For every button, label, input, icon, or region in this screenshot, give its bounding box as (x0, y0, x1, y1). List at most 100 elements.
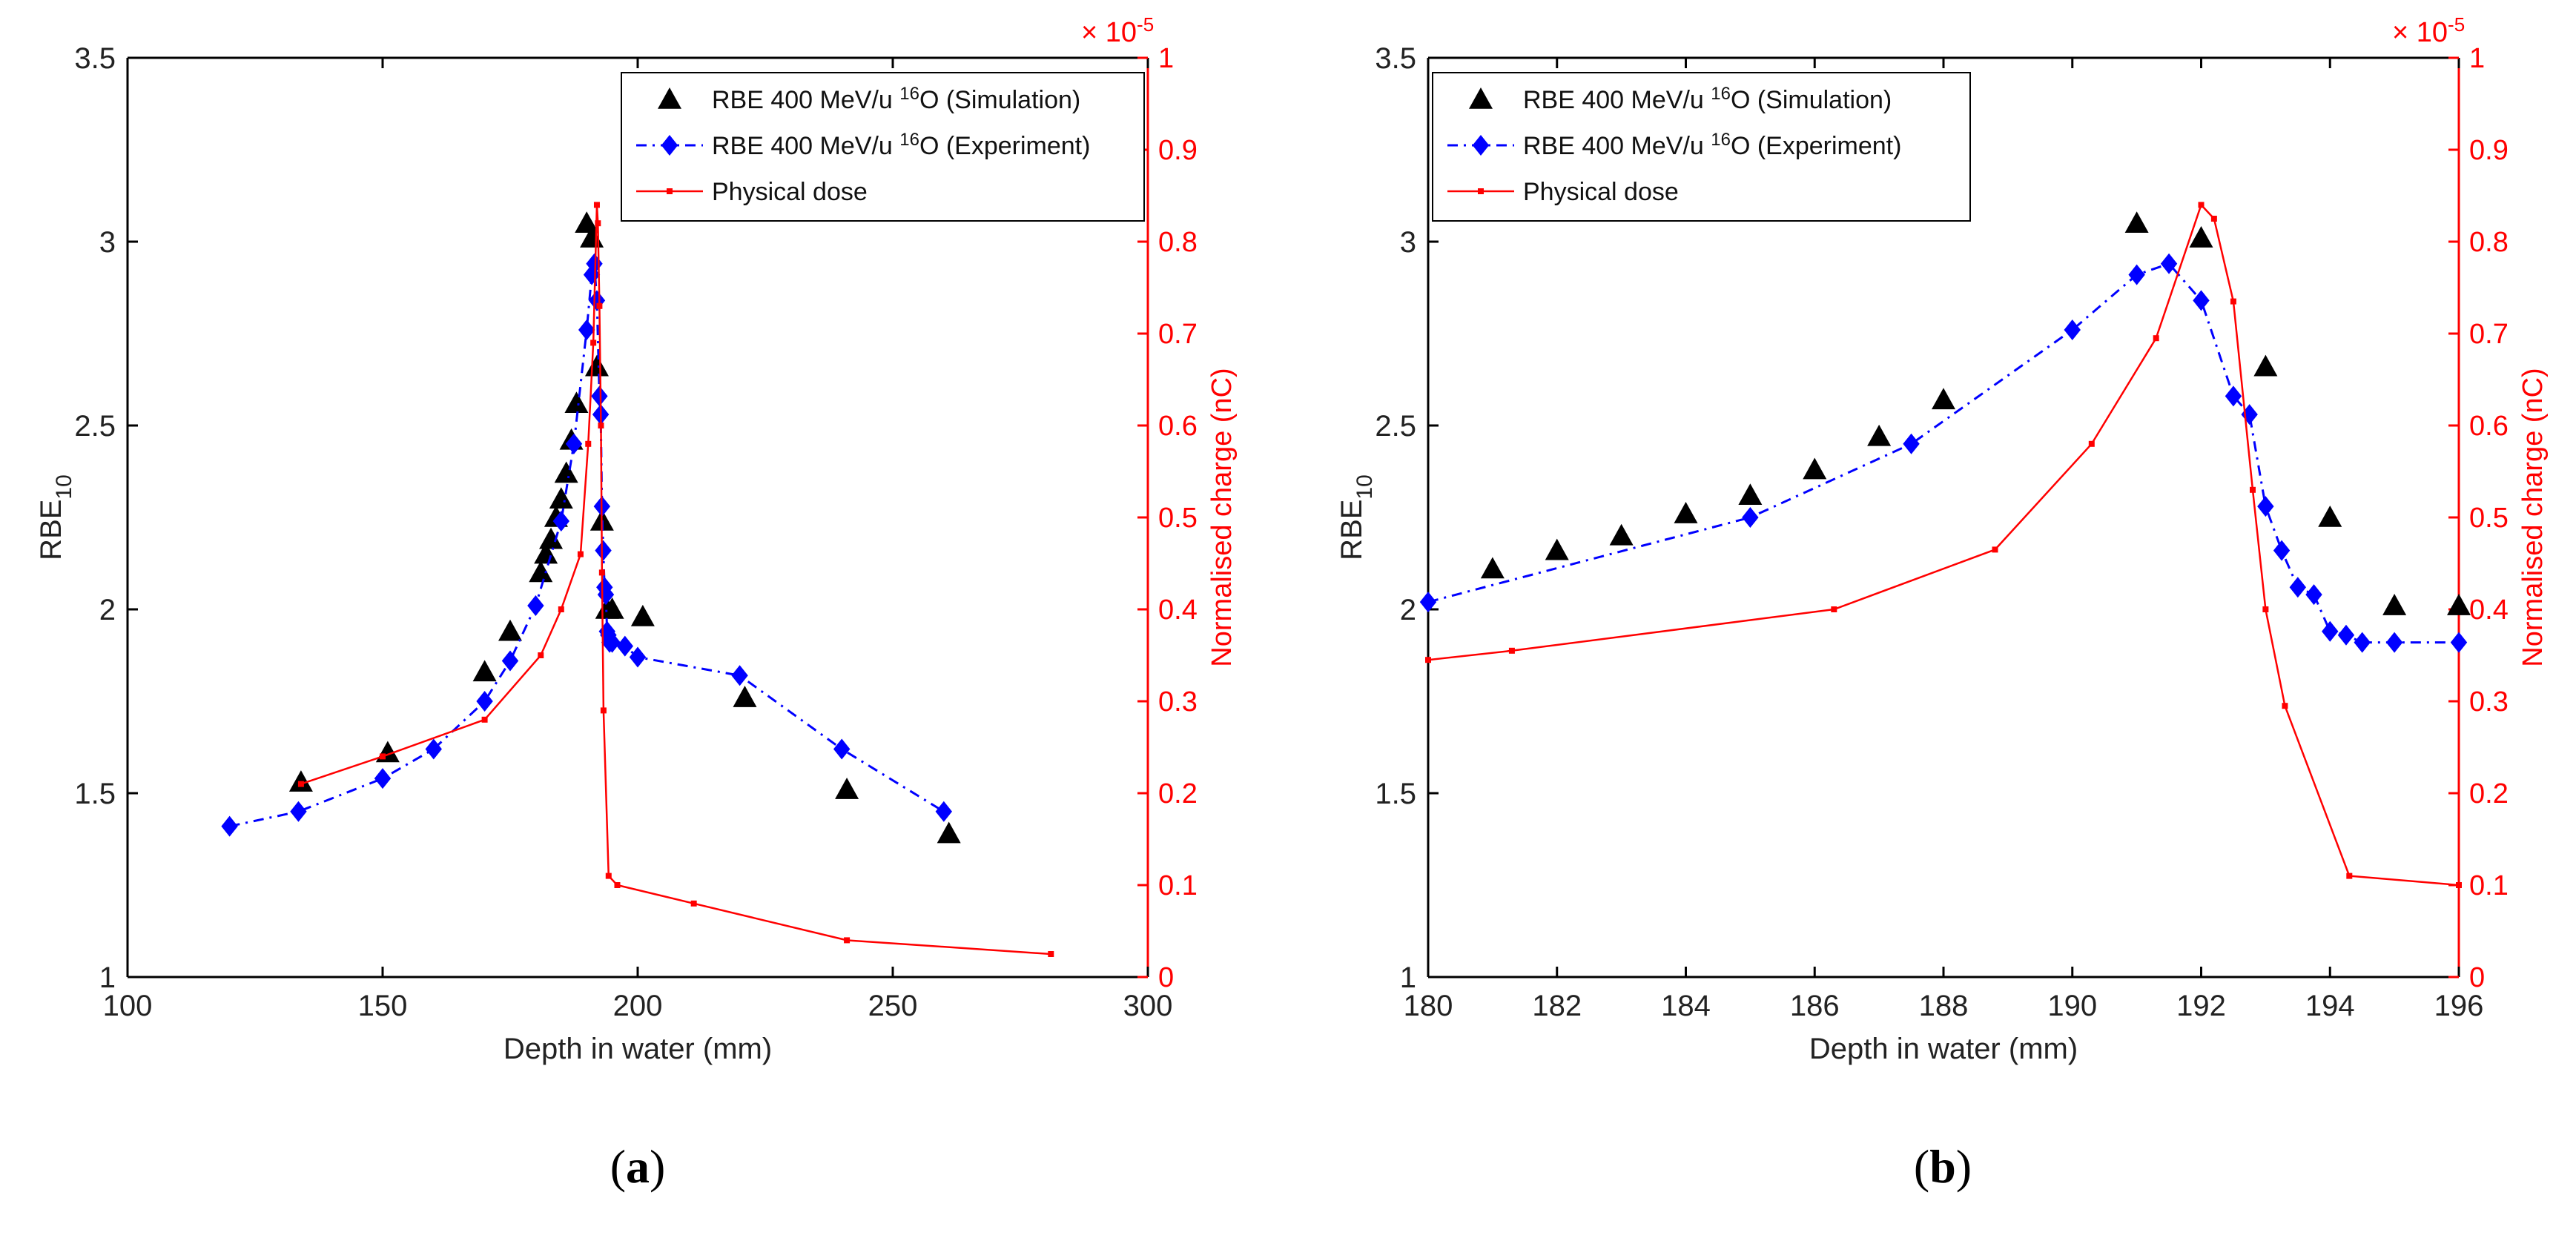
y-axis-label-main: RBE (35, 500, 67, 560)
physical-dose-point (600, 707, 607, 714)
physical-dose-point (380, 753, 386, 760)
simulation-point (498, 619, 522, 641)
experiment-point (591, 385, 608, 407)
simulation-point (1609, 523, 1634, 546)
experiment-point (527, 595, 544, 617)
y2-tick-label: 0 (1158, 962, 1174, 993)
x-tick-label: 150 (358, 990, 408, 1022)
x-tick-label: 182 (1532, 990, 1582, 1022)
legend-entry-label: Physical dose (712, 178, 868, 206)
experiment-point (1903, 433, 1920, 454)
x-tick-label: 192 (2176, 990, 2226, 1022)
experiment-point (2322, 620, 2339, 642)
physical-dose-point (481, 716, 488, 723)
physical-dose-point (614, 882, 621, 888)
simulation-point (2318, 506, 2342, 527)
legend-box (621, 72, 1145, 222)
physical-dose-point (605, 873, 612, 879)
experiment-point (2289, 577, 2307, 598)
legend-dose-marker (667, 188, 673, 194)
experiment-point (221, 815, 238, 837)
legend-experiment-marker (1472, 135, 1490, 156)
experiment-point (2193, 290, 2210, 311)
simulation-point (733, 686, 757, 707)
physical-dose-point (1425, 657, 1431, 663)
legend-text-sup: 16 (899, 84, 919, 104)
y2-exponent-base: × 10 (1081, 17, 1137, 48)
legend-experiment-marker (661, 135, 678, 156)
legend-text-part: Physical dose (712, 178, 868, 206)
y-tick-label: 1 (1400, 961, 1416, 994)
y-tick-label: 2.5 (1375, 410, 1416, 443)
x-axis-label: Depth in water (mm) (503, 1033, 772, 1065)
y2-tick-label: 0 (2469, 962, 2485, 993)
legend-text-sup: 16 (1711, 84, 1731, 104)
physical-dose-point (538, 652, 544, 658)
experiment-point (583, 264, 601, 285)
x-tick-label: 180 (1404, 990, 1453, 1022)
y-axis-label-main: RBE (1335, 500, 1368, 560)
legend-entry-label: RBE 400 MeV/u 16O (Simulation) (1523, 84, 1892, 114)
experiment-point (2273, 540, 2291, 561)
y2-tick-label: 1 (2469, 43, 2485, 74)
y2-tick-label: 0.7 (1158, 319, 1198, 350)
y2-tick-label: 0.1 (1158, 870, 1198, 901)
experiment-point (2064, 319, 2081, 341)
chart-a: 100 150 200 250 300 1 1.5 2 2.5 3 3.5 0 0.1 0.2 0.3 0.4… (35, 13, 1238, 1193)
y2-exponent-power: -5 (2448, 13, 2465, 36)
physical-dose-point (593, 202, 600, 208)
legend-text-part2: O (Simulation) (1731, 86, 1892, 114)
legend-text-part: RBE 400 MeV/u (1523, 132, 1711, 160)
y2-exponent-label: × 10-5 (2392, 13, 2465, 48)
simulation-point (2253, 354, 2278, 377)
y-axis-label-sub: 10 (52, 474, 76, 499)
experiment-point (374, 768, 392, 789)
experiment-point (616, 635, 633, 657)
simulation-point (472, 660, 497, 682)
experiment-point (604, 632, 621, 653)
y2-tick-label: 0.5 (1158, 503, 1198, 534)
caption-paren-close: ) (650, 1140, 665, 1193)
y2-tick-label: 0.9 (2469, 135, 2509, 166)
simulation-point (549, 487, 573, 509)
physical-dose-point (690, 900, 697, 907)
physical-dose-point (590, 340, 597, 346)
simulation-point (600, 597, 624, 619)
experiment-point (2385, 632, 2403, 653)
legend-entry-label: RBE 400 MeV/u 16O (Experiment) (712, 130, 1090, 160)
simulation-point (539, 527, 564, 549)
caption-letter: b (1929, 1140, 1956, 1193)
physical-dose-point (2230, 298, 2236, 305)
simulation-point (937, 821, 961, 844)
physical-dose-point (2198, 202, 2205, 208)
simulation-point (1803, 457, 1827, 480)
experiment-point (2257, 496, 2274, 517)
y2-exponent-power: -5 (1137, 13, 1154, 36)
y2-tick-label: 0.3 (2469, 686, 2509, 718)
simulation-point (2189, 226, 2213, 248)
simulation-point (630, 604, 655, 626)
y2-exponent-label: × 10-5 (1081, 13, 1154, 48)
experiment-point (2305, 584, 2322, 606)
physical-dose-point (2250, 486, 2256, 493)
y-tick-label: 2 (1400, 594, 1416, 626)
legend-text-part: Physical dose (1523, 178, 1679, 206)
simulation-point (534, 542, 558, 564)
caption-paren-close: ) (1956, 1140, 1972, 1193)
y2-tick-label: 0.9 (1158, 135, 1198, 166)
simulation-point (564, 391, 589, 414)
caption-paren-open: ( (1914, 1140, 1929, 1193)
experiment-point (425, 738, 442, 760)
y-tick-label: 3 (99, 226, 116, 259)
experiment-point (578, 319, 595, 341)
y2-tick-label: 0.2 (1158, 778, 1198, 809)
x-tick-label: 100 (103, 990, 153, 1022)
experiment-point (2128, 264, 2145, 285)
y2-tick-label: 0.3 (1158, 686, 1198, 718)
legend-text-part: RBE 400 MeV/u (712, 132, 899, 160)
experiment-point (552, 510, 569, 532)
y2-tick-label: 0.5 (2469, 503, 2509, 534)
experiment-point (731, 665, 748, 686)
experiment-point (2354, 632, 2371, 653)
experiment-point (1419, 592, 1437, 613)
